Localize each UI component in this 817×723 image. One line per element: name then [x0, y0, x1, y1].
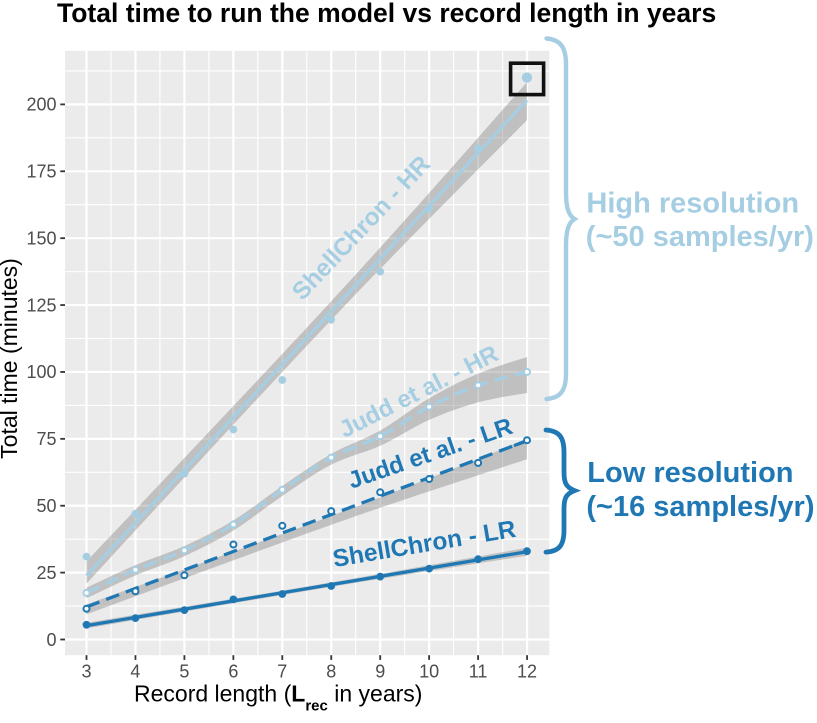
svg-text:9: 9: [375, 661, 385, 681]
svg-text:4: 4: [130, 661, 140, 681]
svg-text:0: 0: [46, 630, 56, 650]
svg-text:10: 10: [419, 661, 439, 681]
svg-text:Total time to run the model vs: Total time to run the model vs record le…: [57, 0, 716, 28]
svg-text:(~50 samples/yr): (~50 samples/yr): [586, 221, 814, 253]
svg-text:(~16 samples/yr): (~16 samples/yr): [586, 491, 814, 523]
svg-text:125: 125: [26, 295, 56, 315]
svg-text:25: 25: [36, 563, 56, 583]
svg-text:High resolution: High resolution: [586, 188, 799, 220]
svg-text:Total time (minutes): Total time (minutes): [0, 258, 22, 459]
svg-text:200: 200: [26, 95, 56, 115]
svg-text:6: 6: [228, 661, 238, 681]
svg-text:Low resolution: Low resolution: [587, 457, 793, 489]
svg-text:12: 12: [517, 661, 537, 681]
svg-text:5: 5: [179, 661, 189, 681]
svg-text:7: 7: [277, 661, 287, 681]
svg-text:100: 100: [26, 362, 56, 382]
svg-text:8: 8: [326, 661, 336, 681]
svg-text:3: 3: [81, 661, 91, 681]
svg-text:75: 75: [36, 429, 56, 449]
svg-text:11: 11: [469, 661, 488, 681]
svg-text:50: 50: [36, 496, 56, 516]
svg-text:175: 175: [26, 162, 56, 182]
svg-text:150: 150: [26, 229, 56, 249]
